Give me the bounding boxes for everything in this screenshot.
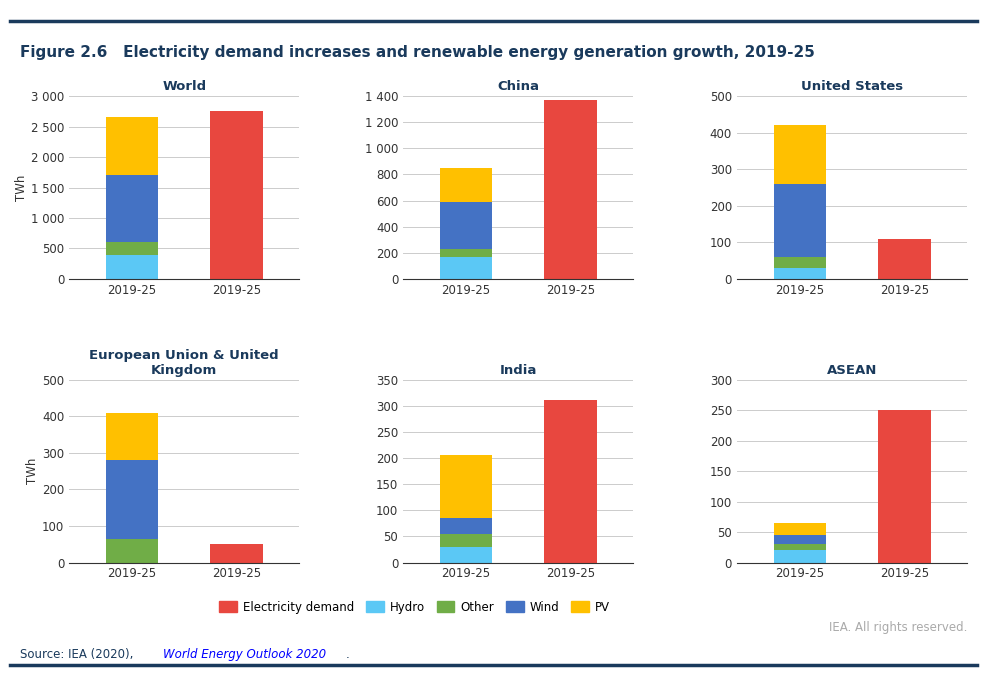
Bar	[878, 239, 930, 279]
Bar	[773, 268, 825, 279]
Bar	[439, 547, 491, 563]
Title: World: World	[162, 80, 206, 93]
Title: India: India	[499, 364, 536, 377]
Bar	[544, 100, 597, 279]
Bar	[439, 202, 491, 249]
Y-axis label: TWh: TWh	[27, 458, 39, 484]
Bar	[106, 117, 158, 176]
Title: United States: United States	[801, 80, 902, 93]
Bar	[439, 257, 491, 279]
Bar	[773, 257, 825, 268]
Title: China: China	[497, 80, 538, 93]
Bar	[773, 184, 825, 257]
Bar	[773, 535, 825, 544]
Bar	[106, 176, 158, 242]
Legend: Electricity demand, Hydro, Other, Wind, PV: Electricity demand, Hydro, Other, Wind, …	[215, 596, 613, 618]
Bar	[210, 544, 262, 563]
Text: IEA. All rights reserved.: IEA. All rights reserved.	[828, 621, 966, 634]
Bar	[773, 544, 825, 550]
Bar	[544, 401, 597, 563]
Bar	[106, 255, 158, 279]
Title: European Union & United
Kingdom: European Union & United Kingdom	[90, 349, 279, 377]
Bar	[773, 523, 825, 535]
Bar	[439, 249, 491, 257]
Bar	[773, 550, 825, 563]
Bar	[773, 126, 825, 184]
Bar	[106, 460, 158, 539]
Text: .: .	[345, 648, 349, 661]
Bar	[106, 539, 158, 563]
Bar	[439, 518, 491, 534]
Title: ASEAN: ASEAN	[826, 364, 877, 377]
Bar	[439, 534, 491, 547]
Bar	[210, 111, 262, 279]
Bar	[439, 456, 491, 518]
Bar	[878, 410, 930, 563]
Bar	[439, 168, 491, 202]
Bar	[106, 412, 158, 460]
Text: Source: IEA (2020),: Source: IEA (2020),	[20, 648, 137, 661]
Text: World Energy Outlook 2020: World Energy Outlook 2020	[163, 648, 325, 661]
Y-axis label: TWh: TWh	[15, 174, 28, 201]
Bar	[106, 242, 158, 255]
Text: Figure 2.6   Electricity demand increases and renewable energy generation growth: Figure 2.6 Electricity demand increases …	[20, 45, 813, 60]
